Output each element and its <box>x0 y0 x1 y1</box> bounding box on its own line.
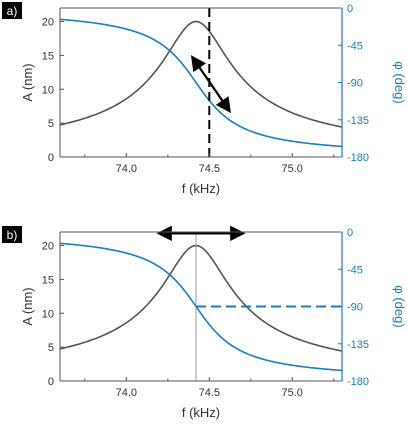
y-right-tick-label: -45 <box>347 264 363 276</box>
x-tick-label: 74.5 <box>199 387 220 399</box>
x-tick-label: 75.0 <box>282 163 303 175</box>
y-right-tick-label: -135 <box>347 115 369 127</box>
panel-tag-label: a) <box>7 4 18 18</box>
chart-panel-2: 74.0 74.5 75.0 0 5 10 15 20 0 -45 -90 -135 -180 f (kH… <box>2 225 407 420</box>
y-right-tick-label: 0 <box>347 3 353 15</box>
y-right-axis-label: φ (deg) <box>392 61 407 103</box>
x-tick-label: 74.0 <box>116 387 137 399</box>
y-right-tick-label: -135 <box>347 339 369 351</box>
x-tick-label: 74.5 <box>199 163 220 175</box>
y-left-tick-label: 0 <box>48 152 54 164</box>
phase-curve <box>60 242 342 372</box>
panel-tag-box <box>2 2 22 19</box>
y-left-tick-label: 15 <box>42 50 54 62</box>
y-right-tick-label: -90 <box>347 78 363 90</box>
y-left-tick-label: 0 <box>48 376 54 388</box>
panel-tag-box <box>2 226 22 243</box>
y-left-tick-label: 10 <box>42 308 54 320</box>
phase-curve <box>60 18 342 148</box>
y-left-tick-label: 20 <box>42 17 54 29</box>
y-left-tick-label: 10 <box>42 84 54 96</box>
y-right-tick-label: -90 <box>347 302 363 314</box>
amplitude-curve <box>60 244 342 352</box>
y-right-tick-label: -180 <box>347 376 369 388</box>
y-right-axis-label: φ (deg) <box>392 285 407 327</box>
x-tick-label: 74.0 <box>116 163 137 175</box>
panel-tag-label: b) <box>7 228 18 242</box>
y-left-tick-label: 5 <box>48 342 54 354</box>
y-left-tick-label: 15 <box>42 274 54 286</box>
amplitude-curve <box>60 20 342 128</box>
x-tick-label: 75.0 <box>282 387 303 399</box>
y-right-tick-label: -180 <box>347 152 369 164</box>
double-arrow <box>190 55 231 114</box>
y-left-axis-label: A (nm) <box>20 63 35 101</box>
y-right-tick-label: -45 <box>347 40 363 52</box>
y-right-tick-label: 0 <box>347 227 353 239</box>
y-left-tick-label: 5 <box>48 118 54 130</box>
chart-panel-1: 74.0 74.5 75.0 0 5 10 15 20 0 -45 -90 -135 -180 f (kH… <box>2 2 407 196</box>
y-left-axis-label: A (nm) <box>20 287 35 325</box>
x-axis-label: f (kHz) <box>182 405 220 420</box>
y-left-tick-label: 20 <box>42 241 54 253</box>
x-axis-label: f (kHz) <box>182 181 220 196</box>
